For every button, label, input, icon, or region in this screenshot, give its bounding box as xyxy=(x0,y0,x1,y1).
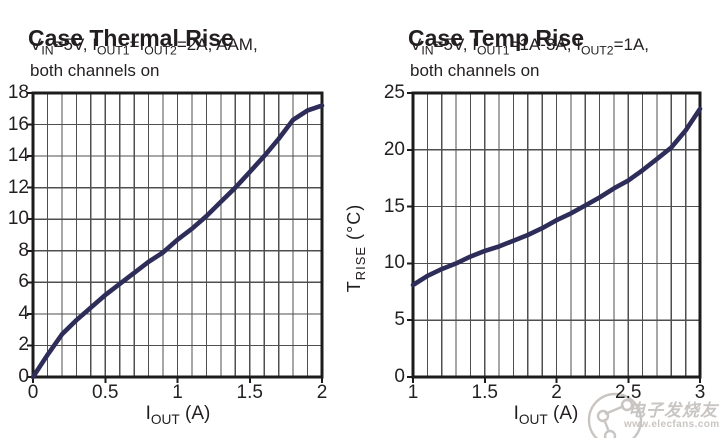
x-tick-label: 3 xyxy=(694,382,706,403)
chart-conditions-line2: both channels on xyxy=(410,61,540,80)
subscript-text: IN xyxy=(421,43,434,58)
chart-title: Case Temp Rise xyxy=(408,25,584,52)
text-run: V xyxy=(410,35,422,54)
text-run: =5V, I xyxy=(53,35,97,54)
plot-area-grid-and-curve xyxy=(27,91,325,383)
subscript-text: OUT xyxy=(150,411,180,427)
chart-conditions-line1: VIN=5V, IOUT1=IOUT2=2A, AAM, xyxy=(30,36,258,57)
text-run: =2A, AAM, xyxy=(176,35,258,54)
x-axis-title: IOUT (A) xyxy=(146,404,211,426)
chart-title: Case Thermal Rise xyxy=(28,25,234,52)
y-tick-label: 16 xyxy=(7,113,29,135)
text-run: (A) xyxy=(547,403,579,424)
y-tick-label: 5 xyxy=(394,309,405,331)
x-tick-label: 1.5 xyxy=(236,382,263,403)
text-run: =1A-3A, I xyxy=(509,35,581,54)
y-tick-label: 2 xyxy=(18,334,29,356)
molecule-circle-logo-icon xyxy=(587,392,643,438)
subscript-text: RISE xyxy=(352,245,368,281)
text-run: =1A, xyxy=(613,35,650,54)
text-run: V xyxy=(30,35,42,54)
y-tick-label: 4 xyxy=(18,302,29,324)
subscript-text: OUT2 xyxy=(144,43,177,58)
y-tick-label: 8 xyxy=(18,239,29,261)
subscript-text: IN xyxy=(41,43,54,58)
y-tick-label: 10 xyxy=(7,208,29,230)
y-axis-title: TRISE (°C) xyxy=(344,204,368,292)
subscript-text: OUT1 xyxy=(96,43,130,58)
text-run: I xyxy=(145,403,151,424)
x-tick-label: 0.5 xyxy=(92,382,119,403)
y-tick-label: 12 xyxy=(7,176,29,198)
watermark-url: www.elecfans.com xyxy=(624,419,720,430)
x-axis-title: IOUT (A) xyxy=(514,404,579,426)
text-run: (°C) xyxy=(344,203,365,246)
x-tick-label: 1 xyxy=(407,382,419,403)
text-run: T xyxy=(344,280,365,293)
y-tick-label: 25 xyxy=(383,82,405,103)
y-tick-label: 0 xyxy=(18,366,29,387)
y-tick-label: 10 xyxy=(383,252,405,274)
subscript-text: OUT1 xyxy=(476,43,510,58)
chart-conditions-line2: both channels on xyxy=(30,61,160,80)
chart-conditions-line1: VIN=5V, IOUT1=1A-3A, IOUT2=1A, xyxy=(410,36,649,57)
x-tick-label: 2.5 xyxy=(615,382,642,403)
y-tick-label: 0 xyxy=(394,366,405,387)
x-tick-label: 2 xyxy=(316,382,328,403)
y-tick-label: 20 xyxy=(383,138,405,160)
y-tick-label: 14 xyxy=(7,145,29,167)
subscript-text: OUT2 xyxy=(580,43,614,58)
x-tick-label: 0 xyxy=(27,382,39,403)
y-tick-label: 6 xyxy=(18,271,29,293)
text-run: =5V, I xyxy=(433,35,477,54)
y-tick-label: 15 xyxy=(383,195,405,217)
x-tick-label: 1.5 xyxy=(471,382,498,403)
plot-area-grid-and-curve xyxy=(407,91,703,383)
subscript-text: OUT xyxy=(518,411,548,427)
x-tick-label: 1 xyxy=(172,382,183,403)
watermark-text-cn: 电子发烧友 xyxy=(628,401,718,420)
data-curve-case-temp-rise xyxy=(410,106,703,288)
text-run: =I xyxy=(129,35,145,54)
data-curve-case-thermal-rise xyxy=(30,103,325,380)
y-tick-label: 18 xyxy=(7,82,29,103)
x-tick-label: 2 xyxy=(551,382,562,403)
text-run: I xyxy=(513,403,519,424)
text-run: (A) xyxy=(179,403,211,424)
